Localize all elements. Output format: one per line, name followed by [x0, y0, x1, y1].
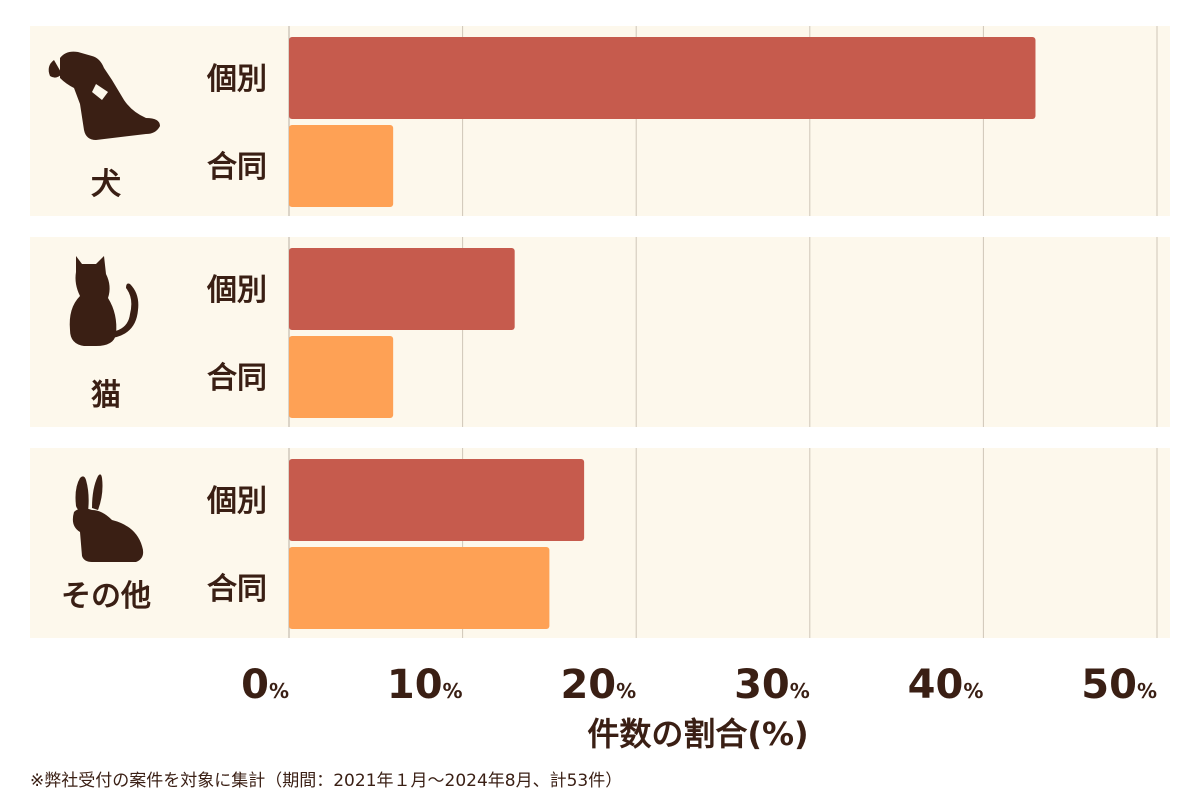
x-axis-title: 件数の割合(%): [587, 715, 808, 753]
group-band: [30, 448, 1170, 638]
bar: [289, 336, 394, 418]
cat-icon: [69, 256, 139, 346]
bar-label: 合同: [207, 150, 267, 185]
rabbit-icon: [72, 474, 144, 562]
tick-label: 30%: [734, 662, 810, 708]
bar: [289, 547, 550, 629]
group-label: その他: [61, 579, 151, 614]
bar: [289, 125, 394, 207]
group-band: [30, 237, 1170, 427]
tick-label: 40%: [908, 662, 984, 708]
bar-label: 合同: [207, 572, 267, 607]
tick-label: 50%: [1081, 662, 1157, 708]
bar: [289, 248, 515, 330]
bar: [289, 37, 1036, 119]
bar-label: 合同: [207, 361, 267, 396]
group-label: 猫: [91, 378, 121, 413]
bar-label: 個別: [206, 484, 267, 519]
bar-label: 個別: [206, 273, 267, 308]
footnote: ※弊社受付の案件を対象に集計（期間：2021年１月〜2024年8月、計53件）: [30, 771, 623, 791]
tick-label: 20%: [560, 662, 636, 708]
bar-label: 個別: [206, 62, 267, 97]
group-label: 犬: [91, 167, 121, 202]
bar: [289, 459, 585, 541]
dog-icon: [48, 51, 160, 140]
tick-label: 10%: [387, 662, 463, 708]
tick-label: 0%: [241, 662, 289, 708]
